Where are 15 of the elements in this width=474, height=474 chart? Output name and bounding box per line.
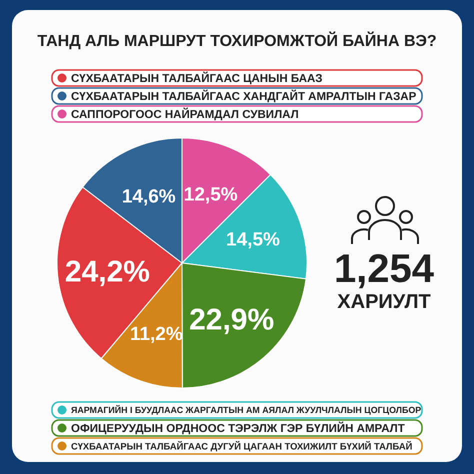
data-label: 11,2% xyxy=(130,324,183,346)
text: ХАРИУЛТ xyxy=(337,291,431,313)
data-label: 14,5% xyxy=(226,229,280,250)
data-label: 14,6% xyxy=(122,186,176,208)
chart-title: ТАНД АЛЬ МАРШРУТ ТОХИРОМЖТОЙ БАЙНА ВЭ? xyxy=(37,31,437,50)
legend-label: СҮХБААТАРЫН ТАЛБАЙГААС ХАНДГАЙТ АМРАЛТЫН ГАЗАР xyxy=(71,89,417,104)
text: 1,254 xyxy=(334,247,435,291)
data-label: 12,5% xyxy=(184,184,238,206)
legend-label: СҮХБААТАРЫН ТАЛБАЙГААС ДУГУЙ ЦАГААН ТОХИЖИЛТ БҮХИЙ ТАЛБАЙ xyxy=(71,440,413,452)
legend-label: СҮХБААТАРЫН ТАЛБАЙГААС ЦАНЫН БААЗ xyxy=(71,71,323,86)
data-label: 24,2% xyxy=(64,256,150,289)
data-label: 22,9% xyxy=(189,304,274,337)
legend-label: ЯАРМАГИЙН I БУУДЛААС ЖАРГАЛТЫН АМ АЯЛАЛ ЖУУЛЧЛАЛЫН ЦОГЦОЛБОР xyxy=(71,404,422,416)
legend-label: ОФИЦЕРУУДЫН ОРДНООС ТЭРЭЛЖ ГЭР БҮЛИЙН АМРАЛТ xyxy=(71,421,405,436)
legend-label: САППОРОГООС НАЙРАМДАЛ СУВИЛАЛ xyxy=(71,107,299,122)
